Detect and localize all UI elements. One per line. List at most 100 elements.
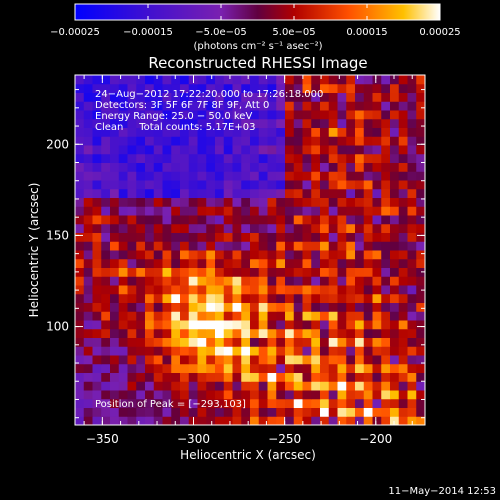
heatmap-cell xyxy=(320,92,330,102)
heatmap-cell xyxy=(83,390,93,400)
heatmap-cell xyxy=(92,101,102,111)
heatmap-cell xyxy=(197,363,207,373)
annotation-peak: Position of Peak = [−293,103] xyxy=(95,399,246,410)
heatmap-cell xyxy=(407,206,417,216)
heatmap-cell xyxy=(276,372,286,382)
heatmap-cell xyxy=(153,75,163,85)
heatmap-cell xyxy=(75,92,85,102)
heatmap-cell xyxy=(276,293,286,303)
heatmap-cell xyxy=(127,153,137,163)
heatmap-cell xyxy=(241,101,251,111)
heatmap-cell xyxy=(416,145,426,155)
heatmap-cell xyxy=(153,381,163,391)
heatmap-cell xyxy=(215,250,225,260)
heatmap-cell xyxy=(416,127,426,137)
heatmap-cell xyxy=(171,206,181,216)
heatmap-cell xyxy=(206,171,216,181)
heatmap-cell xyxy=(285,232,295,242)
heatmap-cell xyxy=(407,355,417,365)
heatmap-cell xyxy=(92,171,102,181)
heatmap-cell xyxy=(197,110,207,120)
heatmap-cell xyxy=(302,92,312,102)
heatmap-cell xyxy=(258,75,268,85)
heatmap-cell xyxy=(118,118,128,128)
heatmap-cell xyxy=(110,171,120,181)
heatmap-cell xyxy=(416,293,426,303)
heatmap-cell xyxy=(188,346,198,356)
heatmap-cell xyxy=(118,241,128,251)
heatmap-cell xyxy=(363,136,373,146)
heatmap-cell xyxy=(267,328,277,338)
heatmap-cell xyxy=(223,136,233,146)
heatmap-cell xyxy=(215,223,225,233)
heatmap-cell xyxy=(136,346,146,356)
heatmap-cell xyxy=(75,171,85,181)
heatmap-cell xyxy=(83,188,93,198)
heatmap-cell xyxy=(188,232,198,242)
heatmap-cell xyxy=(241,320,251,330)
heatmap-cell xyxy=(83,171,93,181)
heatmap-cell xyxy=(127,258,137,268)
heatmap-cell xyxy=(241,293,251,303)
heatmap-cell xyxy=(75,188,85,198)
heatmap-cell xyxy=(258,92,268,102)
heatmap-cell xyxy=(136,92,146,102)
heatmap-cell xyxy=(390,118,400,128)
heatmap-cell xyxy=(372,101,382,111)
heatmap-cell xyxy=(153,83,163,93)
heatmap-cell xyxy=(381,101,391,111)
heatmap-cell xyxy=(101,293,111,303)
heatmap-cell xyxy=(267,346,277,356)
heatmap-cell xyxy=(346,136,356,146)
heatmap-cell xyxy=(285,127,295,137)
heatmap-cell xyxy=(285,101,295,111)
heatmap-cell xyxy=(285,206,295,216)
heatmap-cell xyxy=(407,293,417,303)
heatmap-cell xyxy=(153,180,163,190)
heatmap-cell xyxy=(416,136,426,146)
heatmap-cell xyxy=(153,127,163,137)
heatmap-cell xyxy=(337,223,347,233)
heatmap-cell xyxy=(328,346,338,356)
heatmap-cell xyxy=(390,276,400,286)
heatmap-cell xyxy=(145,83,155,93)
heatmap-cell xyxy=(110,206,120,216)
heatmap-cell xyxy=(372,320,382,330)
heatmap-cell xyxy=(110,381,120,391)
heatmap-cell xyxy=(110,372,120,382)
heatmap-cell xyxy=(302,285,312,295)
heatmap-cell xyxy=(215,416,225,426)
heatmap-cell xyxy=(241,250,251,260)
heatmap-cell xyxy=(320,293,330,303)
heatmap-cell xyxy=(302,127,312,137)
heatmap-cell xyxy=(118,110,128,120)
heatmap-cell xyxy=(276,223,286,233)
heatmap-cell xyxy=(398,92,408,102)
heatmap-cell xyxy=(83,285,93,295)
heatmap-cell xyxy=(136,381,146,391)
heatmap-cell xyxy=(75,162,85,172)
heatmap-cell xyxy=(293,320,303,330)
heatmap-cell xyxy=(162,118,172,128)
heatmap-cell xyxy=(110,232,120,242)
heatmap-cell xyxy=(363,293,373,303)
heatmap-cell xyxy=(337,110,347,120)
heatmap-cell xyxy=(250,372,260,382)
heatmap-cell xyxy=(267,241,277,251)
heatmap-cell xyxy=(101,258,111,268)
heatmap-cell xyxy=(390,110,400,120)
heatmap-cell xyxy=(398,206,408,216)
heatmap-cell xyxy=(171,407,181,417)
heatmap-cell xyxy=(372,381,382,391)
heatmap-cell xyxy=(250,197,260,207)
heatmap-cell xyxy=(83,215,93,225)
heatmap-cell xyxy=(250,285,260,295)
heatmap-cell xyxy=(162,188,172,198)
heatmap-cell xyxy=(302,153,312,163)
heatmap-cell xyxy=(92,215,102,225)
heatmap-cell xyxy=(83,162,93,172)
heatmap-cell xyxy=(328,293,338,303)
heatmap-cell xyxy=(293,101,303,111)
heatmap-cell xyxy=(416,180,426,190)
heatmap-cell xyxy=(285,197,295,207)
